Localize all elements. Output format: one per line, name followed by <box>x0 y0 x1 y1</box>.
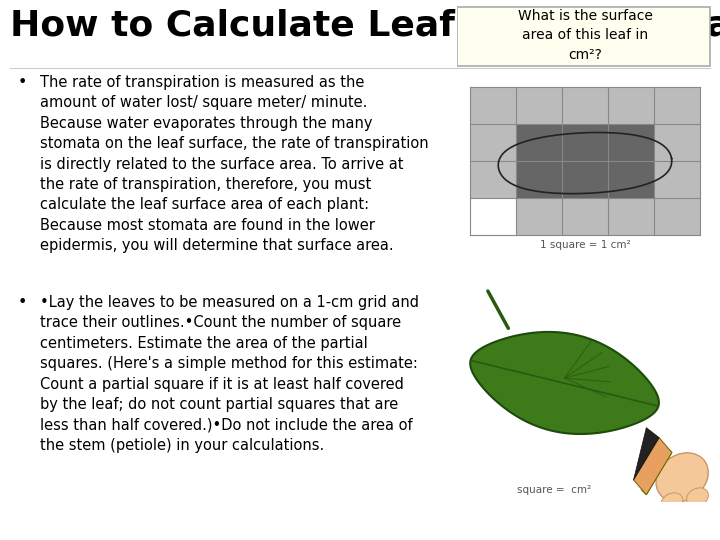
Polygon shape <box>642 448 672 495</box>
Text: What is the surface
area of this leaf in
cm²?: What is the surface area of this leaf in… <box>518 9 652 62</box>
Text: 1 square = 1 cm²: 1 square = 1 cm² <box>540 240 630 250</box>
Text: •: • <box>18 295 27 310</box>
Bar <box>654 161 700 198</box>
Text: The rate of transpiration is measured as the
amount of water lost/ square meter/: The rate of transpiration is measured as… <box>40 75 428 253</box>
Bar <box>470 87 516 124</box>
Polygon shape <box>634 428 659 480</box>
Polygon shape <box>470 332 659 434</box>
Bar <box>516 124 562 161</box>
Bar <box>470 161 516 198</box>
Bar <box>516 198 562 235</box>
Bar <box>516 87 562 124</box>
Bar <box>562 124 608 161</box>
Bar <box>608 87 654 124</box>
Text: •Lay the leaves to be measured on a 1-cm grid and
trace their outlines.•Count th: •Lay the leaves to be measured on a 1-cm… <box>40 295 419 453</box>
Bar <box>608 161 654 198</box>
Bar <box>608 198 654 235</box>
FancyBboxPatch shape <box>457 7 710 66</box>
Bar <box>654 198 700 235</box>
Ellipse shape <box>656 453 708 502</box>
Bar <box>562 161 608 198</box>
Bar <box>608 124 654 161</box>
Bar <box>562 87 608 124</box>
Bar <box>470 124 516 161</box>
Polygon shape <box>634 437 672 495</box>
Bar <box>654 124 700 161</box>
Bar <box>516 161 562 198</box>
Ellipse shape <box>687 488 708 507</box>
Ellipse shape <box>661 493 683 511</box>
Text: square =  cm²: square = cm² <box>517 485 591 495</box>
Bar <box>654 87 700 124</box>
Text: •: • <box>18 75 27 90</box>
Bar <box>562 198 608 235</box>
Text: How to Calculate Leaf Surface Area: How to Calculate Leaf Surface Area <box>10 8 720 42</box>
